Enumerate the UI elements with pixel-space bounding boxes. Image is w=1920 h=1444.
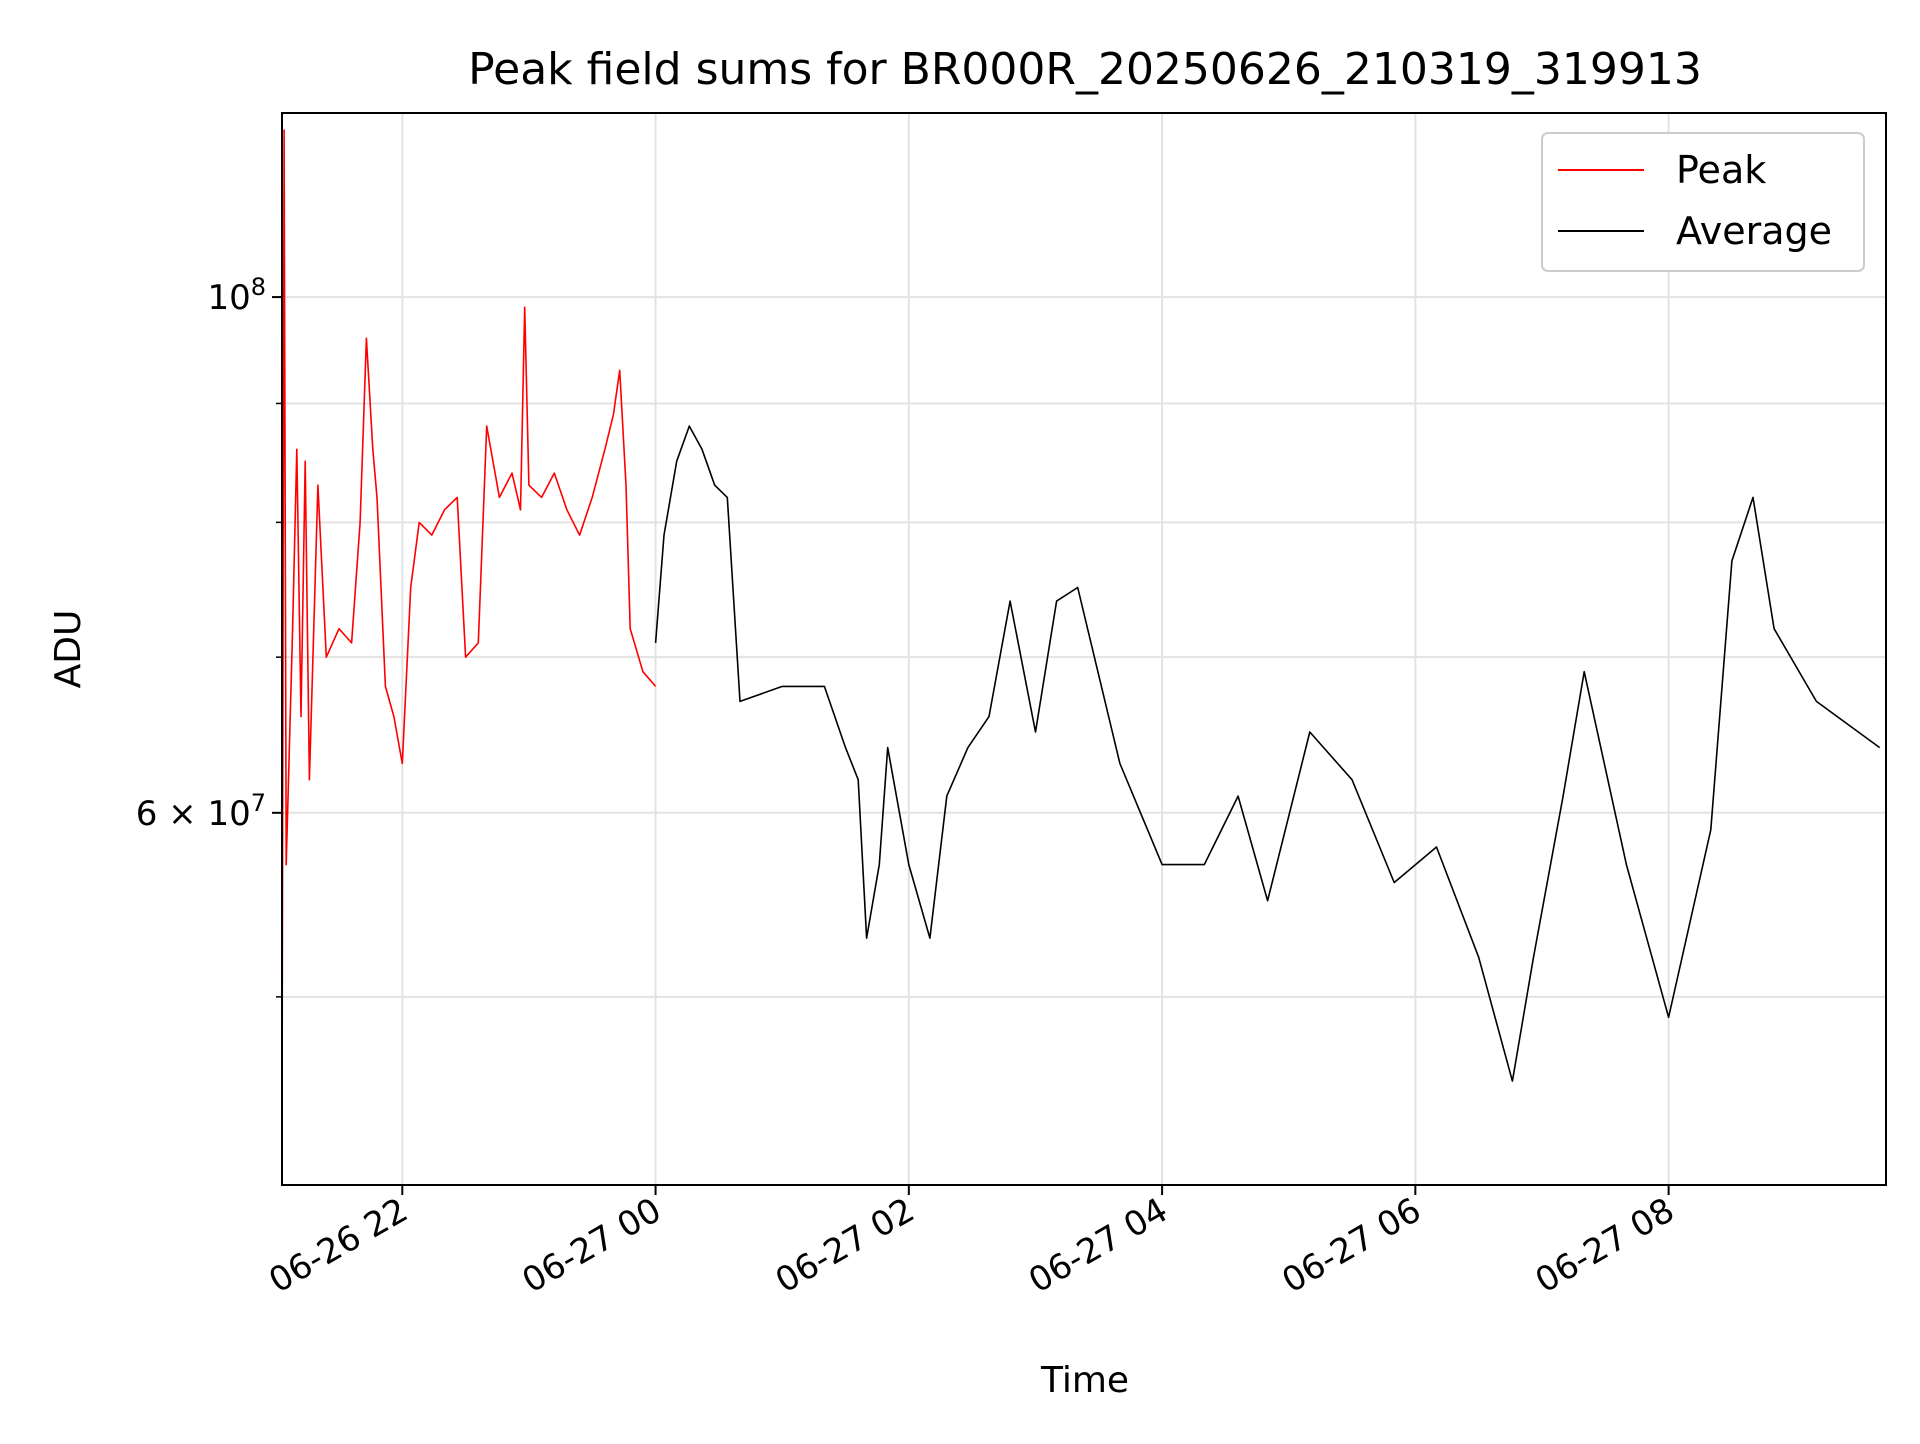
plot-area-frame — [281, 112, 1887, 1186]
chart-title: Peak field sums for BR000R_20250626_2103… — [468, 44, 1702, 95]
x-axis-label: Time — [1040, 1360, 1129, 1401]
series-layer — [281, 129, 1881, 1126]
y-axis-label: ADU — [48, 610, 89, 689]
legend-average-label: Average — [1676, 209, 1832, 253]
legend-box — [1541, 132, 1865, 272]
y-tick-label: 108 — [207, 273, 266, 318]
legend: Peak Average — [1541, 132, 1865, 272]
legend-peak-label: Peak — [1676, 148, 1766, 192]
series-line-average — [654, 425, 1881, 1082]
grid-layer — [282, 113, 1886, 1185]
y-tick-label: 6 × 107 — [136, 789, 266, 834]
series-line-peak — [281, 129, 657, 1126]
